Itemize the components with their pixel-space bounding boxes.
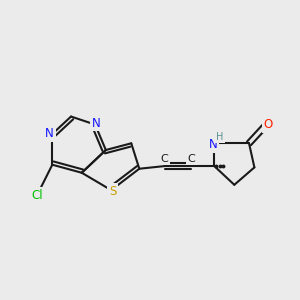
Text: N: N xyxy=(208,138,217,151)
Text: C: C xyxy=(161,154,169,164)
Text: H: H xyxy=(216,132,224,142)
Text: Cl: Cl xyxy=(32,189,44,202)
Text: N: N xyxy=(92,117,101,130)
Text: O: O xyxy=(263,118,272,131)
Text: N: N xyxy=(45,128,54,140)
Text: S: S xyxy=(109,185,116,198)
Text: C: C xyxy=(188,154,195,164)
